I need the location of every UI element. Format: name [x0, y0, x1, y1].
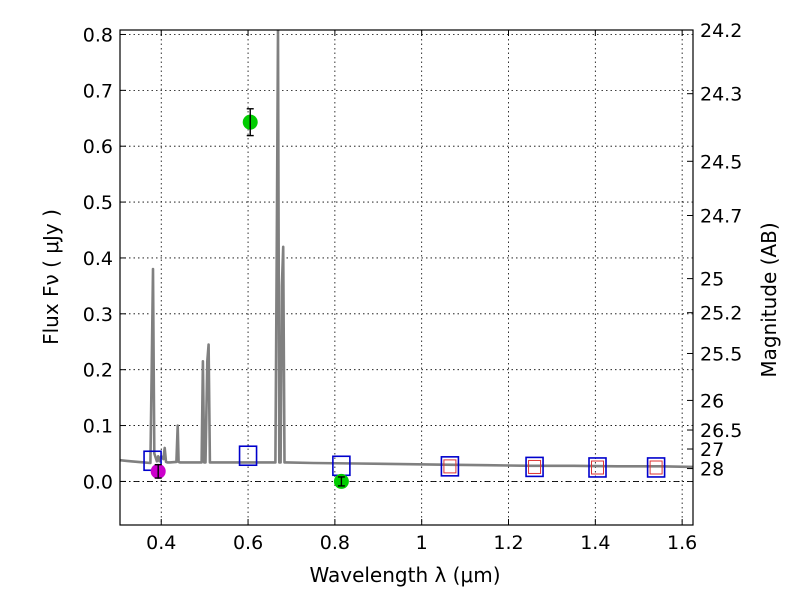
x-tick-label: 0.8 [320, 532, 350, 554]
x-tick-label: 1.6 [667, 532, 697, 554]
right-tick-label: 28 [700, 459, 724, 481]
y-tick-label: 0.4 [83, 248, 113, 270]
y-axis-label: Flux Fν ( μJy ) [39, 209, 63, 345]
y-tick-label: 0.3 [83, 304, 113, 326]
y-tick-label: 0.2 [83, 360, 113, 382]
right-tick-label: 25 [700, 269, 724, 291]
right-axis-label: Magnitude (AB) [757, 222, 781, 377]
grid [120, 30, 693, 525]
model-photometry-square [525, 456, 544, 478]
model-photometry-square [588, 457, 607, 478]
right-tick-label: 27 [700, 439, 724, 461]
right-tick-label: 25.5 [700, 343, 742, 365]
plot-area [120, 30, 693, 489]
y-tick-label: 0.8 [83, 24, 113, 46]
y-tick-label: 0.7 [83, 80, 113, 102]
x-axis-label: Wavelength λ (μm) [309, 563, 500, 587]
right-tick-label: 26.5 [700, 420, 742, 442]
right-tick-label: 25.2 [700, 303, 742, 325]
y-tick-label: 0.0 [83, 471, 113, 493]
x-tick-label: 1.2 [493, 532, 523, 554]
x-tick-label: 0.4 [146, 532, 176, 554]
upper-limit-square [649, 460, 663, 475]
y-tick-label: 0.5 [83, 192, 113, 214]
x-tick-label: 1 [416, 532, 428, 554]
y-tick-label: 0.6 [83, 136, 113, 158]
plot-content [120, 30, 693, 489]
x-tick-label: 0.6 [233, 532, 263, 554]
axis-ticks: 0.4 0.6 0.8 1 1.2 1.4 1.6 0.0 0.1 0.2 0.3 0.4 0.5 0.6… [83, 20, 743, 554]
right-tick-label: 24.7 [700, 205, 742, 227]
model-photometry-square [646, 457, 666, 478]
upper-limit-square [528, 459, 542, 474]
y-tick-label: 0.1 [83, 416, 113, 438]
right-tick-label: 26 [700, 390, 724, 412]
x-tick-label: 1.4 [580, 532, 610, 554]
right-tick-label: 24.2 [700, 20, 742, 42]
upper-limit-square [591, 460, 604, 475]
model-spectrum-line [120, 30, 693, 469]
model-photometry-square [238, 445, 258, 467]
right-tick-label: 24.5 [700, 151, 742, 173]
plot-frame [119, 29, 694, 526]
upper-limit-square [443, 459, 457, 474]
model-photometry-square [440, 456, 460, 477]
right-tick-label: 24.3 [700, 84, 742, 106]
